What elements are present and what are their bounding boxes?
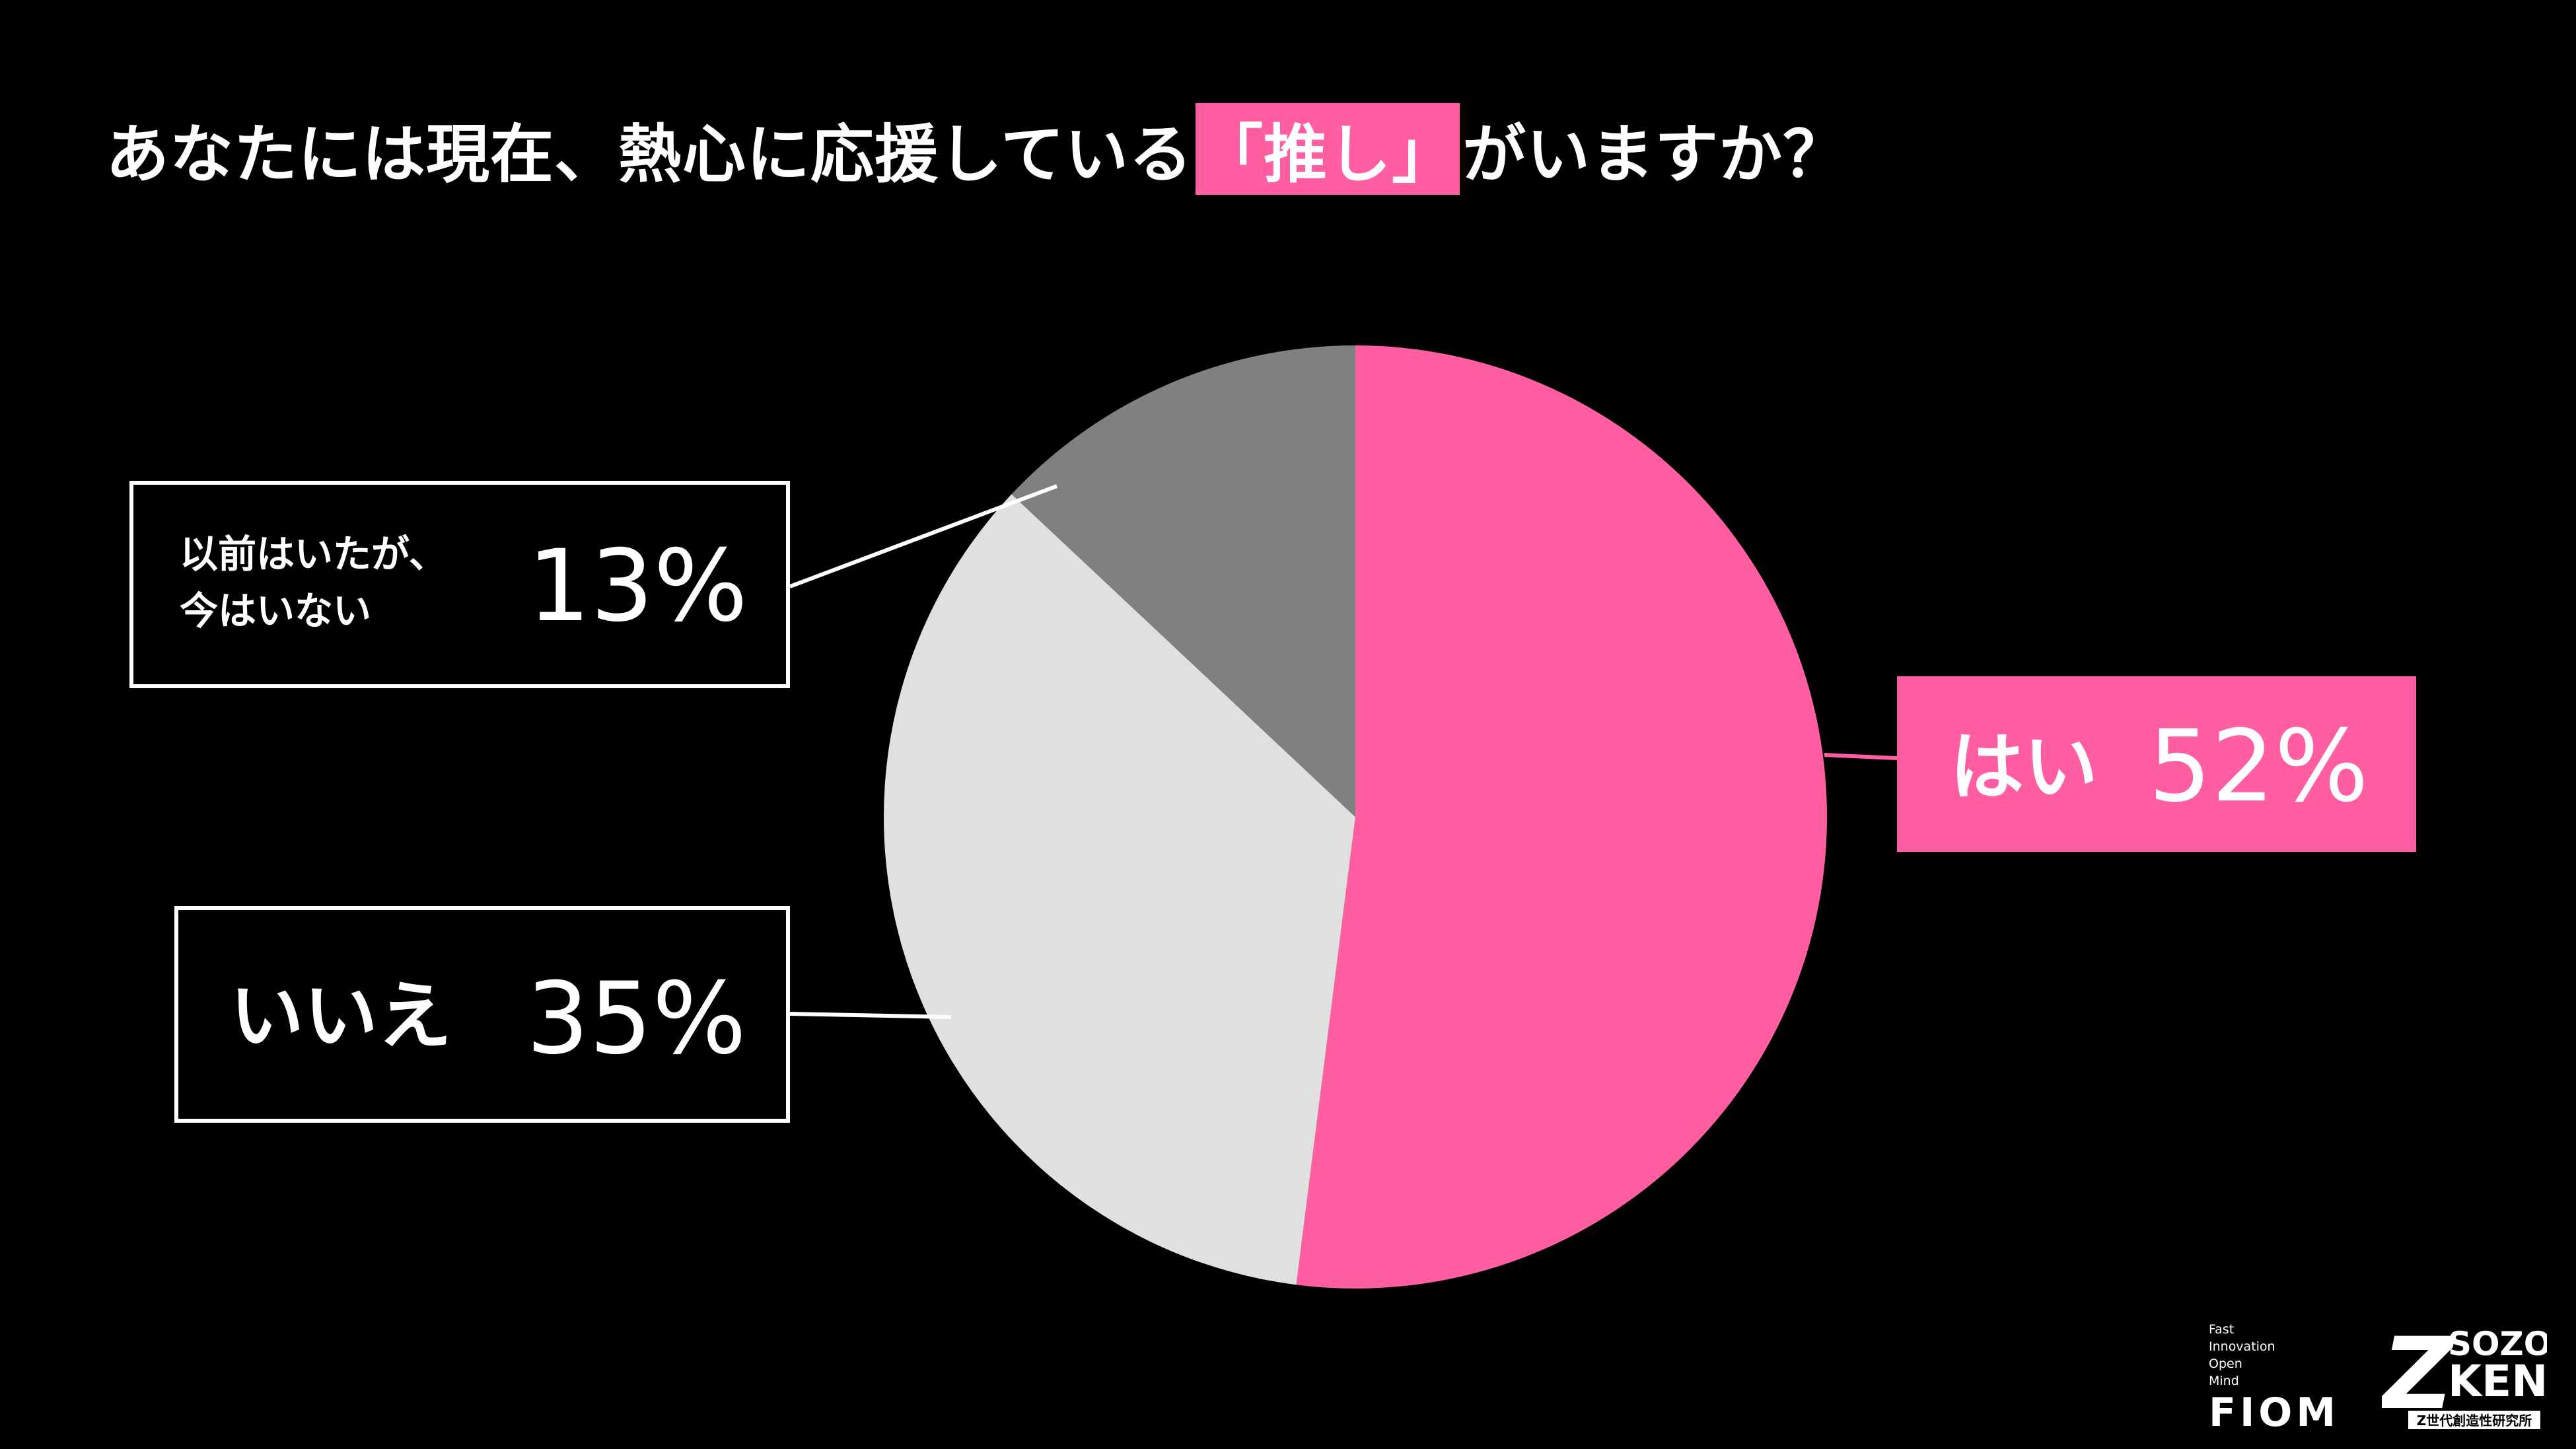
label-yes-percent: 52% [2148, 709, 2369, 824]
sozoken-line-sozo: SOZO [2448, 1325, 2547, 1363]
sozoken-tagline: Z世代創造性研究所 [2417, 1413, 2532, 1429]
leader-line-past [789, 484, 1058, 588]
pie-slice-past [1011, 345, 1355, 817]
label-past-line2: 今はいない [180, 588, 372, 633]
pie-slice-yes [1296, 345, 1827, 1289]
label-box-no: いいえ 35% [174, 906, 790, 1123]
fiom-wordmark: FIOM [2209, 1390, 2340, 1436]
fiom-line-mind: Mind [2209, 1374, 2239, 1388]
sozoken-logo: Z SOZO KEN Z世代創造性研究所 [2382, 1322, 2547, 1432]
label-yes-text: はい [1950, 725, 2098, 810]
fiom-line-fast: Fast [2209, 1322, 2235, 1337]
label-box-past: 以前はいたが、 今はいない 13% [129, 481, 790, 688]
fiom-logo: Fast Innovation Open Mind FIOM [2209, 1321, 2361, 1436]
leader-line-no [789, 1012, 952, 1019]
label-past-line1: 以前はいたが、 [180, 532, 447, 577]
pie-slice-no [884, 494, 1355, 1285]
title-highlight: 「推し」 [1196, 102, 1460, 195]
title-text-after: がいますか？ [1462, 117, 1847, 192]
title-text-before: あなたには現在、熱心に応援している [106, 117, 1194, 192]
sozoken-tagline-bg [2408, 1411, 2540, 1429]
fiom-line-open: Open [2209, 1357, 2242, 1371]
label-no-text: いいえ [230, 973, 452, 1059]
fiom-line-innovation: Innovation [2209, 1339, 2275, 1354]
label-past-text: 以前はいたが、 今はいない [180, 526, 447, 639]
page-title: あなたには現在、熱心に応援している 「推し」 がいますか？ [106, 99, 1847, 198]
leader-line-yes [1824, 753, 1898, 760]
label-past-percent: 13% [527, 529, 748, 644]
sozoken-line-ken: KEN [2448, 1356, 2547, 1407]
label-box-yes: はい 52% [1897, 676, 2416, 852]
label-no-percent: 35% [526, 962, 746, 1077]
